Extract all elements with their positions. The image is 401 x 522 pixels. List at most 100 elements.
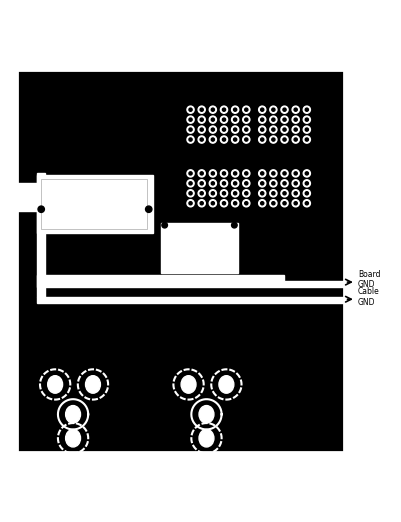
Circle shape — [259, 116, 266, 123]
Circle shape — [243, 136, 250, 143]
Circle shape — [294, 118, 297, 121]
Circle shape — [243, 200, 250, 207]
Circle shape — [294, 182, 297, 185]
Circle shape — [283, 201, 286, 205]
Text: Cable
GND: Cable GND — [358, 287, 380, 306]
Circle shape — [211, 128, 215, 131]
Circle shape — [261, 108, 264, 111]
Circle shape — [209, 180, 217, 187]
Circle shape — [294, 128, 297, 131]
Ellipse shape — [219, 376, 234, 393]
Circle shape — [292, 170, 299, 177]
Circle shape — [305, 118, 308, 121]
Circle shape — [233, 182, 237, 185]
Circle shape — [283, 128, 286, 131]
Circle shape — [305, 192, 308, 195]
Circle shape — [231, 180, 239, 187]
Circle shape — [231, 222, 237, 228]
Circle shape — [303, 189, 310, 197]
Circle shape — [209, 200, 217, 207]
Circle shape — [270, 136, 277, 143]
Circle shape — [272, 118, 275, 121]
Circle shape — [209, 170, 217, 177]
Circle shape — [245, 192, 248, 195]
Circle shape — [261, 192, 264, 195]
Circle shape — [231, 189, 239, 197]
Circle shape — [189, 108, 192, 111]
Circle shape — [292, 200, 299, 207]
Circle shape — [303, 200, 310, 207]
Ellipse shape — [199, 430, 214, 447]
Circle shape — [200, 108, 203, 111]
Circle shape — [187, 116, 194, 123]
Circle shape — [272, 201, 275, 205]
Circle shape — [245, 138, 248, 141]
Circle shape — [243, 106, 250, 113]
Circle shape — [231, 126, 239, 133]
Circle shape — [187, 106, 194, 113]
Circle shape — [221, 170, 228, 177]
Ellipse shape — [85, 376, 100, 393]
Circle shape — [189, 128, 192, 131]
Ellipse shape — [181, 376, 196, 393]
Ellipse shape — [48, 376, 63, 393]
Circle shape — [270, 189, 277, 197]
Circle shape — [305, 138, 308, 141]
Circle shape — [243, 180, 250, 187]
Ellipse shape — [66, 406, 81, 423]
Circle shape — [259, 136, 266, 143]
Circle shape — [200, 172, 203, 175]
Circle shape — [281, 189, 288, 197]
Circle shape — [209, 116, 217, 123]
Circle shape — [231, 116, 239, 123]
Circle shape — [211, 192, 215, 195]
Circle shape — [305, 182, 308, 185]
Circle shape — [283, 138, 286, 141]
Circle shape — [303, 116, 310, 123]
Text: Board
GND: Board GND — [358, 270, 380, 289]
Circle shape — [187, 126, 194, 133]
Circle shape — [270, 200, 277, 207]
Circle shape — [187, 200, 194, 207]
Circle shape — [261, 128, 264, 131]
Circle shape — [200, 182, 203, 185]
Circle shape — [233, 172, 237, 175]
Circle shape — [281, 200, 288, 207]
Circle shape — [198, 116, 205, 123]
Ellipse shape — [66, 430, 81, 447]
Bar — [41, 180, 147, 229]
Circle shape — [281, 136, 288, 143]
Circle shape — [198, 170, 205, 177]
Circle shape — [283, 108, 286, 111]
Circle shape — [281, 106, 288, 113]
Circle shape — [261, 138, 264, 141]
Circle shape — [221, 136, 228, 143]
Circle shape — [259, 106, 266, 113]
Circle shape — [305, 172, 308, 175]
Circle shape — [221, 106, 228, 113]
Circle shape — [223, 128, 226, 131]
Circle shape — [303, 136, 310, 143]
Circle shape — [187, 189, 194, 197]
Circle shape — [231, 136, 239, 143]
Circle shape — [223, 172, 226, 175]
Circle shape — [292, 106, 299, 113]
Circle shape — [272, 138, 275, 141]
Circle shape — [292, 180, 299, 187]
Circle shape — [189, 172, 192, 175]
Circle shape — [189, 182, 192, 185]
Circle shape — [283, 192, 286, 195]
Circle shape — [292, 136, 299, 143]
Circle shape — [272, 192, 275, 195]
Circle shape — [272, 172, 275, 175]
Circle shape — [259, 200, 266, 207]
Circle shape — [231, 170, 239, 177]
Circle shape — [211, 182, 215, 185]
Circle shape — [294, 108, 297, 111]
Circle shape — [233, 201, 237, 205]
Circle shape — [259, 180, 266, 187]
Circle shape — [223, 182, 226, 185]
Bar — [17, 70, 344, 452]
Circle shape — [292, 116, 299, 123]
Circle shape — [223, 138, 226, 141]
